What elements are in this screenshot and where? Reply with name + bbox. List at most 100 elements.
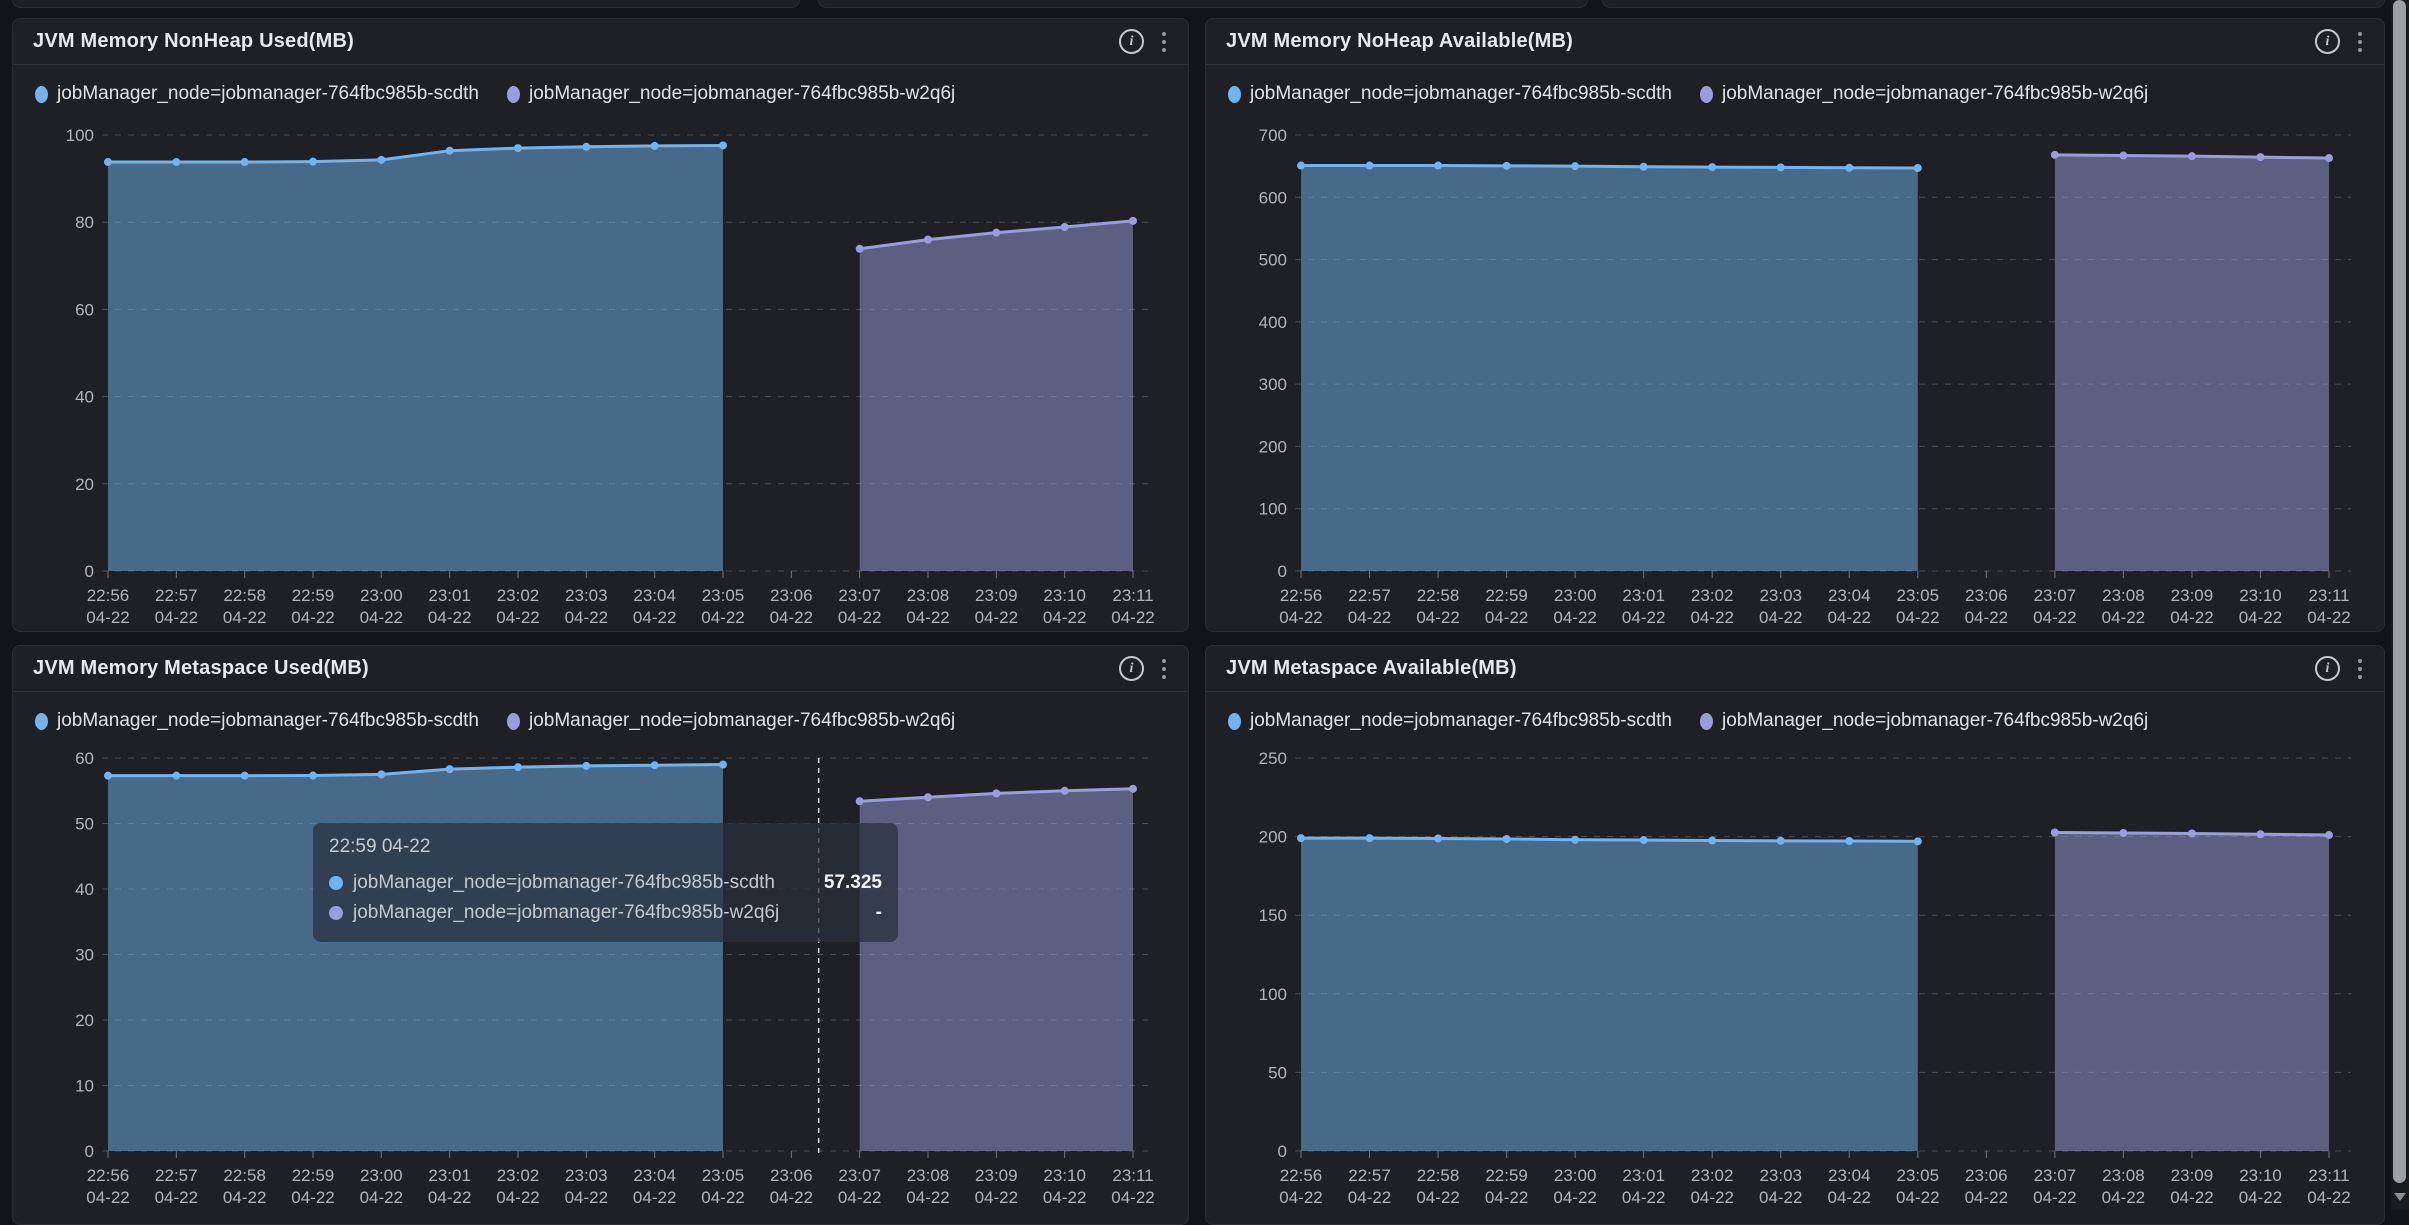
svg-text:100: 100 <box>1259 985 1287 1004</box>
svg-text:22:56: 22:56 <box>1280 1166 1323 1185</box>
legend-dot-icon <box>1228 712 1241 730</box>
legend-item-scdth[interactable]: jobManager_node=jobmanager-764fbc985b-sc… <box>1228 710 1672 732</box>
info-icon[interactable]: i <box>2315 656 2340 681</box>
svg-text:04-22: 04-22 <box>360 1188 403 1207</box>
svg-text:04-22: 04-22 <box>2170 1188 2213 1207</box>
svg-text:23:05: 23:05 <box>702 1166 745 1185</box>
svg-text:23:09: 23:09 <box>975 586 1018 605</box>
svg-text:23:10: 23:10 <box>2239 1166 2282 1185</box>
svg-text:30: 30 <box>75 946 94 965</box>
svg-text:04-22: 04-22 <box>1279 608 1322 627</box>
legend-item-w2q6j[interactable]: jobManager_node=jobmanager-764fbc985b-w2… <box>507 83 955 105</box>
chart-jvm-metaspace-available[interactable]: 0 50 100 150 200 250 22:56 04-22 22:57 04-22 22:58… <box>1206 746 2384 1211</box>
svg-text:22:56: 22:56 <box>87 1166 130 1185</box>
svg-text:22:58: 22:58 <box>223 586 266 605</box>
svg-text:23:08: 23:08 <box>907 1166 950 1185</box>
legend-item-scdth[interactable]: jobManager_node=jobmanager-764fbc985b-sc… <box>35 83 479 105</box>
legend-dot-icon <box>507 85 520 103</box>
svg-text:20: 20 <box>75 1011 94 1030</box>
svg-text:04-22: 04-22 <box>2102 608 2145 627</box>
svg-text:04-22: 04-22 <box>1111 1188 1154 1207</box>
chart-jvm-metaspace-used[interactable]: 0 10 20 30 40 50 60 22:56 04-22 22:57 04-22 22:58 04… <box>13 746 1188 1211</box>
legend-item-w2q6j[interactable]: jobManager_node=jobmanager-764fbc985b-w2… <box>507 710 955 732</box>
svg-text:22:57: 22:57 <box>1348 586 1391 605</box>
info-icon[interactable]: i <box>2315 29 2340 54</box>
svg-text:04-22: 04-22 <box>1416 608 1459 627</box>
svg-text:04-22: 04-22 <box>1043 608 1086 627</box>
scrollbar-down-arrow-icon[interactable] <box>2391 1184 2409 1210</box>
legend-label: jobManager_node=jobmanager-764fbc985b-sc… <box>57 83 479 104</box>
legend-item-w2q6j[interactable]: jobManager_node=jobmanager-764fbc985b-w2… <box>1700 83 2148 105</box>
legend-label: jobManager_node=jobmanager-764fbc985b-sc… <box>1250 83 1672 104</box>
svg-text:23:06: 23:06 <box>770 586 813 605</box>
kebab-menu-icon[interactable] <box>2356 30 2364 54</box>
svg-text:150: 150 <box>1259 906 1287 925</box>
svg-text:23:10: 23:10 <box>1043 586 1086 605</box>
vertical-scrollbar[interactable] <box>2391 0 2409 1210</box>
svg-text:23:01: 23:01 <box>428 1166 471 1185</box>
svg-text:20: 20 <box>75 475 94 494</box>
svg-text:04-22: 04-22 <box>1043 1188 1086 1207</box>
svg-text:23:02: 23:02 <box>497 1166 540 1185</box>
svg-text:04-22: 04-22 <box>291 608 334 627</box>
svg-text:04-22: 04-22 <box>496 1188 539 1207</box>
svg-text:23:11: 23:11 <box>1112 586 1153 605</box>
svg-text:23:10: 23:10 <box>1043 1166 1086 1185</box>
svg-text:04-22: 04-22 <box>2033 608 2076 627</box>
info-icon[interactable]: i <box>1119 29 1144 54</box>
svg-text:04-22: 04-22 <box>1622 1188 1665 1207</box>
panel-header: JVM Memory NoHeap Available(MB) i <box>1206 19 2384 65</box>
panel-jvm-noheap-available: JVM Memory NoHeap Available(MB) i jobMan… <box>1205 18 2385 632</box>
svg-text:250: 250 <box>1259 749 1287 768</box>
panel-header: JVM Memory NonHeap Used(MB) i <box>13 19 1188 65</box>
scrollbar-thumb[interactable] <box>2393 0 2406 1183</box>
svg-text:23:00: 23:00 <box>1554 586 1597 605</box>
legend-item-scdth[interactable]: jobManager_node=jobmanager-764fbc985b-sc… <box>35 710 479 732</box>
panel-jvm-metaspace-available: JVM Metaspace Available(MB) i jobManager… <box>1205 645 2385 1225</box>
kebab-menu-icon[interactable] <box>1160 30 1168 54</box>
legend-dot-icon <box>35 85 48 103</box>
panel-header: JVM Metaspace Available(MB) i <box>1206 646 2384 692</box>
legend-label: jobManager_node=jobmanager-764fbc985b-sc… <box>1250 710 1672 731</box>
kebab-menu-icon[interactable] <box>2356 657 2364 681</box>
svg-text:04-22: 04-22 <box>86 608 129 627</box>
svg-text:23:03: 23:03 <box>565 1166 608 1185</box>
svg-text:600: 600 <box>1259 188 1287 207</box>
svg-text:04-22: 04-22 <box>2102 1188 2145 1207</box>
svg-text:23:09: 23:09 <box>975 1166 1018 1185</box>
legend-item-scdth[interactable]: jobManager_node=jobmanager-764fbc985b-sc… <box>1228 83 1672 105</box>
svg-text:23:04: 23:04 <box>633 1166 676 1185</box>
legend-dot-icon <box>1700 712 1713 730</box>
info-icon[interactable]: i <box>1119 656 1144 681</box>
panel-jvm-metaspace-used: JVM Memory Metaspace Used(MB) i jobManag… <box>12 645 1189 1225</box>
svg-text:23:04: 23:04 <box>1828 1166 1871 1185</box>
svg-text:23:03: 23:03 <box>1759 586 1802 605</box>
chart-jvm-noheap-available[interactable]: 0 100 200 300 400 500 600 700 22:56 04-22 22:57 04-… <box>1206 123 2384 631</box>
svg-text:23:02: 23:02 <box>1691 586 1734 605</box>
legend-label: jobManager_node=jobmanager-764fbc985b-w2… <box>529 83 956 104</box>
svg-text:04-22: 04-22 <box>1896 608 1939 627</box>
svg-text:04-22: 04-22 <box>1759 1188 1802 1207</box>
svg-text:0: 0 <box>1278 1142 1287 1161</box>
svg-text:04-22: 04-22 <box>1416 1188 1459 1207</box>
tooltip-row: jobManager_node=jobmanager-764fbc985b-w2… <box>329 898 882 928</box>
chart-tooltip: 22:59 04-22 jobManager_node=jobmanager-7… <box>313 823 898 942</box>
svg-text:04-22: 04-22 <box>633 608 676 627</box>
svg-text:04-22: 04-22 <box>360 608 403 627</box>
svg-text:04-22: 04-22 <box>1553 608 1596 627</box>
svg-text:04-22: 04-22 <box>1759 608 1802 627</box>
svg-text:23:08: 23:08 <box>907 586 950 605</box>
kebab-menu-icon[interactable] <box>1160 657 1168 681</box>
panel-title: JVM Memory NonHeap Used(MB) <box>33 30 354 52</box>
legend-dot-icon <box>35 712 48 730</box>
svg-text:04-22: 04-22 <box>155 608 198 627</box>
svg-text:23:06: 23:06 <box>1965 1166 2008 1185</box>
svg-text:04-22: 04-22 <box>1828 1188 1871 1207</box>
svg-text:23:05: 23:05 <box>1897 586 1940 605</box>
chart-jvm-nonheap-used[interactable]: 0 20 40 60 80 100 22:56 04-22 22:57 04-22 22:58 04-… <box>13 123 1188 631</box>
svg-text:04-22: 04-22 <box>1111 608 1154 627</box>
svg-text:0: 0 <box>1278 562 1287 581</box>
svg-text:04-22: 04-22 <box>770 1188 813 1207</box>
legend-label: jobManager_node=jobmanager-764fbc985b-w2… <box>529 710 956 731</box>
legend-item-w2q6j[interactable]: jobManager_node=jobmanager-764fbc985b-w2… <box>1700 710 2148 732</box>
